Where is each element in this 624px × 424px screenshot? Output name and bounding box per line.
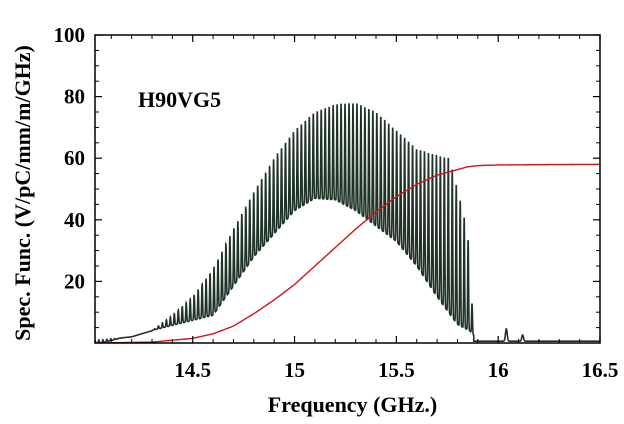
y-tick-label: 40 xyxy=(64,208,85,232)
plot-content xyxy=(95,103,600,343)
y-tick-label: 80 xyxy=(64,85,85,109)
series-spectral-function xyxy=(95,103,600,343)
axis-ticks: 14.5 15 15.5 16 16.5 20 40 60 80 100 xyxy=(54,23,619,382)
x-tick-label: 14.5 xyxy=(174,358,211,382)
x-tick-label: 16 xyxy=(488,358,509,382)
y-tick-label: 60 xyxy=(64,146,85,170)
x-tick-label: 15 xyxy=(284,358,305,382)
y-tick-label: 20 xyxy=(64,269,85,293)
x-tick-label: 16.5 xyxy=(582,358,619,382)
y-axis-label: Spec. Func. (V/pC/mm/m/GHz) xyxy=(10,45,35,341)
x-axis-label: Frequency (GHz.) xyxy=(268,392,437,417)
series-cumulative xyxy=(95,163,600,343)
x-tick-label: 15.5 xyxy=(378,358,415,382)
y-tick-label: 100 xyxy=(54,23,86,47)
chart-annotation: H90VG5 xyxy=(138,87,221,112)
